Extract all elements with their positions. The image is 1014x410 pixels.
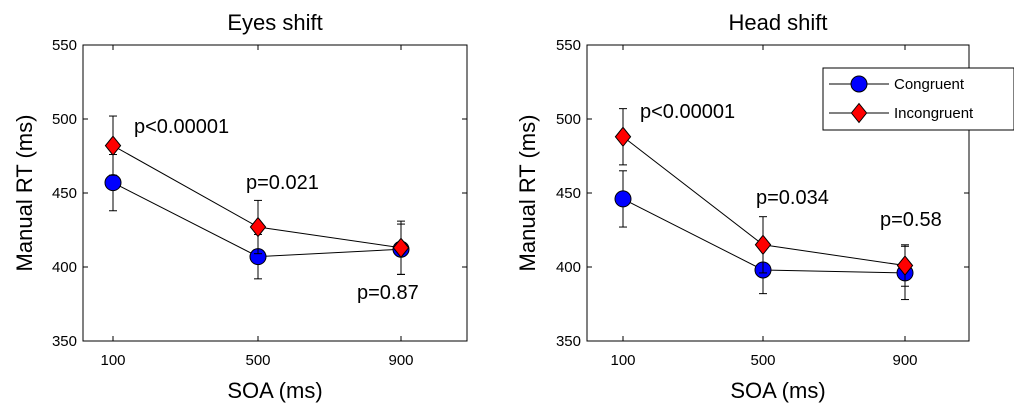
data-point-diamond <box>249 216 267 238</box>
x-tick-label: 500 <box>245 352 270 369</box>
y-tick-label: 500 <box>556 111 581 128</box>
y-axis-label: Manual RT (ms) <box>12 115 37 272</box>
legend-label: Congruent <box>894 76 965 93</box>
legend: Congruent Incongruent <box>822 67 1014 131</box>
p-value-annotation: p=0.021 <box>246 172 319 194</box>
y-tick-label: 450 <box>52 185 77 202</box>
series-incongruent <box>614 108 914 287</box>
y-tick-label: 450 <box>556 185 581 202</box>
series-incongruent <box>104 115 410 275</box>
chart-title: Head shift <box>728 10 827 35</box>
chart-panel-1: Eyes shift 350 400 450 500 550 100 500 900 SOA (m… <box>12 10 468 403</box>
chart-panel-2: Head shift 350 400 450 500 550 100 500 900 SOA (m… <box>515 10 1014 403</box>
y-tick-label: 550 <box>556 37 581 54</box>
x-axis-label: SOA (ms) <box>730 378 825 403</box>
p-value-annotation: p<0.00001 <box>134 116 229 138</box>
data-point-diamond <box>896 255 914 276</box>
y-tick-label: 400 <box>556 259 581 276</box>
legend-label: Incongruent <box>894 105 974 122</box>
data-point-circle <box>104 174 122 192</box>
x-tick-label: 900 <box>892 352 917 369</box>
x-tick-label: 900 <box>388 352 413 369</box>
p-value-annotation: p<0.00001 <box>640 101 735 123</box>
y-axis-label: Manual RT (ms) <box>515 115 540 272</box>
y-tick-label: 350 <box>556 333 581 350</box>
x-tick-label: 100 <box>100 352 125 369</box>
y-tick-label: 400 <box>52 259 77 276</box>
y-tick-label: 500 <box>52 111 77 128</box>
data-point-circle <box>614 190 632 208</box>
p-value-annotation: p=0.87 <box>357 282 419 304</box>
data-point-diamond <box>392 237 410 259</box>
x-axis-label: SOA (ms) <box>227 378 322 403</box>
data-point-diamond <box>614 126 632 148</box>
y-tick-label: 550 <box>52 37 77 54</box>
data-point-diamond <box>754 234 772 256</box>
x-tick-label: 500 <box>750 352 775 369</box>
y-tick-label: 350 <box>52 333 77 350</box>
data-point-diamond <box>104 135 122 156</box>
x-tick-label: 100 <box>610 352 635 369</box>
chart-title: Eyes shift <box>227 10 322 35</box>
p-value-annotation: p=0.034 <box>756 187 829 209</box>
p-value-annotation: p=0.58 <box>880 209 942 231</box>
legend-marker-circle <box>850 75 868 93</box>
legend-marker-diamond <box>850 102 868 124</box>
